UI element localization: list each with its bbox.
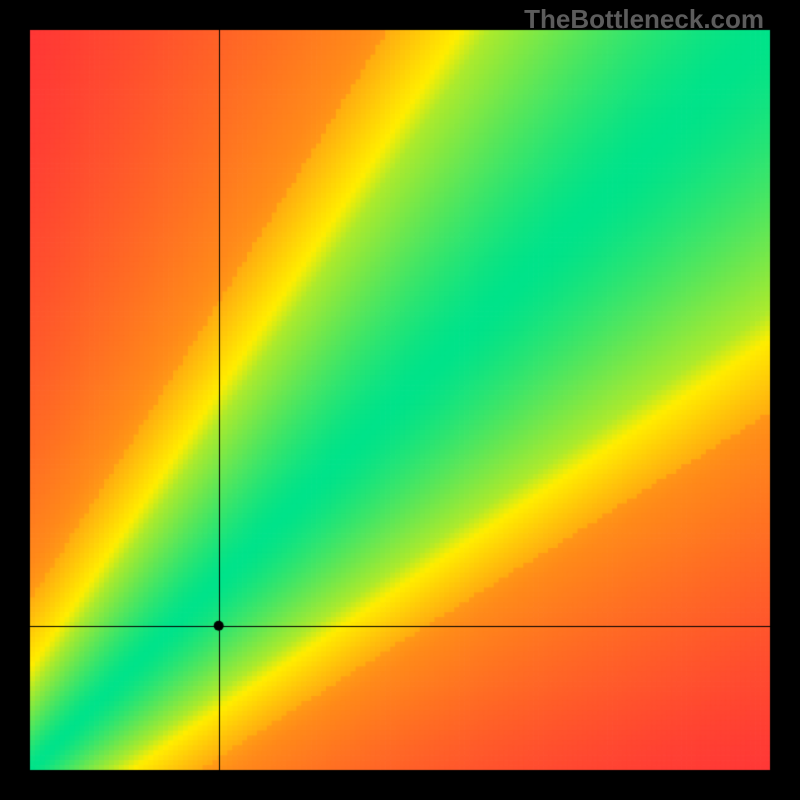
heatmap-canvas	[0, 0, 800, 800]
heatmap-plot: TheBottleneck.com	[0, 0, 800, 800]
watermark-label: TheBottleneck.com	[524, 4, 764, 35]
